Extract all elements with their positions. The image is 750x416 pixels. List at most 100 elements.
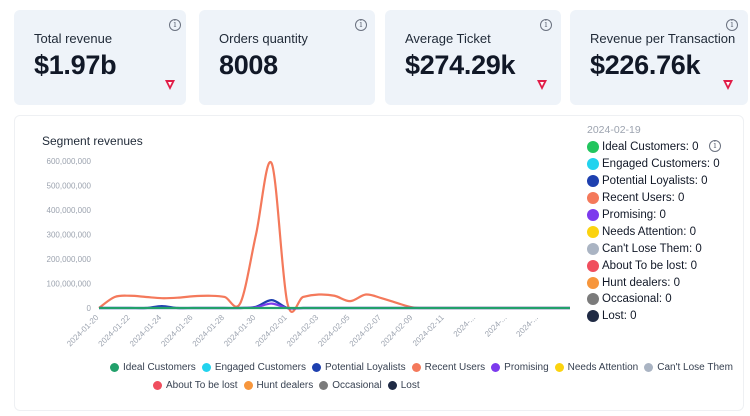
legend-item-engaged-customers[interactable]: Engaged Customers: [201, 362, 306, 373]
tooltip-label: Promising: 0: [602, 209, 666, 221]
legend-item-hunt-dealers[interactable]: Hunt dealers: [243, 380, 314, 391]
tooltip-color-dot: [587, 259, 599, 272]
kpi-value: $1.97b: [34, 50, 117, 80]
info-icon[interactable]: i: [355, 19, 367, 31]
tooltip-row: About To be lost: 0: [587, 257, 743, 274]
legend-item-needs-attention[interactable]: Needs Attention: [554, 362, 639, 373]
legend-color-dot: [554, 363, 564, 372]
tooltip-color-dot: [587, 310, 599, 323]
x-tick-label: 2024-01-28: [191, 313, 227, 349]
y-tick-label: 300,000,000: [47, 231, 92, 240]
legend-item-occasional[interactable]: Occasional: [319, 380, 382, 391]
kpi-row: Total revenue $1.97b i Orders quantity 8…: [14, 10, 750, 105]
kpi-card-average-ticket: Average Ticket $274.29k i: [385, 10, 561, 105]
legend-label: Needs Attention: [567, 362, 639, 373]
legend-label: Recent Users: [424, 362, 486, 373]
tooltip-row: Engaged Customers: 0: [587, 156, 743, 173]
y-tick-label: 500,000,000: [47, 182, 92, 191]
y-tick-label: 200,000,000: [47, 255, 92, 264]
x-tick-label: 2024-01-30: [222, 313, 258, 349]
y-tick-label: 100,000,000: [47, 280, 92, 289]
legend-item-ideal-customers[interactable]: Ideal Customers: [110, 362, 196, 373]
legend-color-dot: [110, 363, 119, 372]
legend-label: Occasional: [332, 380, 382, 391]
kpi-label: Revenue per Transaction: [590, 31, 736, 46]
segment-revenues-chart[interactable]: 0 100,000,000 200,000,000 300,000,000 400,00…: [15, 116, 745, 362]
legend-label: About To be lost: [166, 380, 238, 391]
legend-item-recent-users[interactable]: Recent Users: [411, 362, 486, 373]
legend-row: About To be lost Hunt dealers Occasional Lo…: [153, 380, 426, 391]
kpi-value: $226.76k: [590, 50, 701, 80]
legend-item-potential-loyalists[interactable]: Potential Loyalists: [311, 362, 406, 373]
segment-revenues-card: Segment revenues 0 100,000,000 200,000,000…: [14, 115, 744, 411]
brand-logo-icon: [537, 80, 547, 90]
tooltip-color-dot: [587, 175, 599, 188]
legend-row: Ideal Customers Engaged Customers Potentia…: [110, 362, 739, 373]
tooltip-color-dot: [587, 242, 599, 255]
legend-label: Promising: [504, 362, 549, 373]
x-tick-label: 2024-...: [514, 313, 540, 339]
tooltip-label: Lost: 0: [602, 310, 637, 323]
tooltip-row: Lost: 0: [587, 308, 743, 325]
kpi-label: Average Ticket: [405, 31, 491, 46]
legend-item-promising[interactable]: Promising: [491, 362, 549, 373]
x-tick-label: 2024-02-11: [411, 313, 446, 348]
legend-color-dot: [491, 363, 501, 372]
y-tick-label: 400,000,000: [47, 206, 92, 215]
x-tick-label: 2024-02-09: [379, 313, 415, 349]
info-icon[interactable]: i: [169, 19, 181, 31]
kpi-card-orders-quantity: Orders quantity 8008 i: [199, 10, 375, 105]
info-icon[interactable]: i: [709, 140, 721, 152]
tooltip-row: Occasional: 0: [587, 291, 743, 308]
legend-label: Hunt dealers: [256, 380, 314, 391]
tooltip-color-dot: [587, 225, 599, 238]
legend-color-dot: [644, 363, 654, 372]
tooltip-label: Recent Users: 0: [602, 192, 685, 205]
info-icon[interactable]: i: [726, 19, 738, 31]
info-icon[interactable]: i: [540, 19, 552, 31]
kpi-label: Total revenue: [34, 31, 113, 46]
legend-color-dot: [311, 363, 321, 372]
legend-item-can-t-lose-them[interactable]: Can't Lose Them: [644, 362, 733, 373]
tooltip-color-dot: [587, 158, 599, 171]
y-tick-label: 0: [87, 304, 92, 313]
x-tick-label: 2024-...: [452, 313, 478, 339]
legend-label: Lost: [400, 380, 420, 391]
tooltip-row: Recent Users: 0: [587, 190, 743, 207]
tooltip-label: Can't Lose Them: 0: [602, 242, 702, 255]
tooltip-row: Hunt dealers: 0: [587, 274, 743, 291]
brand-logo-icon: [723, 80, 733, 90]
brand-logo-icon: [165, 80, 175, 90]
tooltip-color-dot: [587, 276, 599, 289]
tooltip-label: Needs Attention: 0: [602, 225, 696, 238]
legend-color-dot: [319, 381, 329, 390]
x-tick-label: 2024-01-26: [159, 313, 195, 349]
x-tick-label: 2024-...: [483, 313, 509, 339]
tooltip-color-dot: [587, 141, 599, 154]
legend-color-dot: [411, 363, 421, 372]
x-tick-label: 2024-01-20: [65, 313, 101, 349]
tooltip-row: Potential Loyalists: 0: [587, 173, 743, 190]
tooltip-label: Occasional: 0: [602, 293, 672, 306]
legend-item-about-to-be-lost[interactable]: About To be lost: [153, 380, 238, 391]
legend-label: Potential Loyalists: [324, 362, 406, 373]
tooltip-label: About To be lost: 0: [602, 259, 698, 272]
legend-item-lost[interactable]: Lost: [387, 380, 420, 391]
chart-title: Segment revenues: [42, 134, 143, 148]
tooltip-color-dot: [587, 209, 599, 221]
kpi-label: Orders quantity: [219, 31, 308, 46]
tooltip-color-dot: [587, 192, 599, 205]
tooltip-label: Hunt dealers: 0: [602, 276, 680, 289]
legend-color-dot: [153, 381, 162, 390]
kpi-value: 8008: [219, 50, 278, 80]
kpi-value: $274.29k: [405, 50, 516, 80]
legend-color-dot: [201, 363, 211, 372]
tooltip-row: Can't Lose Them: 0: [587, 240, 743, 257]
y-tick-label: 600,000,000: [47, 157, 92, 166]
kpi-card-total-revenue: Total revenue $1.97b i: [14, 10, 186, 105]
x-tick-label: 2024-02-05: [316, 313, 352, 349]
tooltip-date: 2024-02-19: [587, 124, 641, 136]
chart-tooltip: 2024-02-19 Ideal Customers: 0 Engaged Cus…: [587, 124, 743, 325]
tooltip-row: Needs Attention: 0: [587, 223, 743, 240]
legend-color-dot: [243, 381, 253, 390]
